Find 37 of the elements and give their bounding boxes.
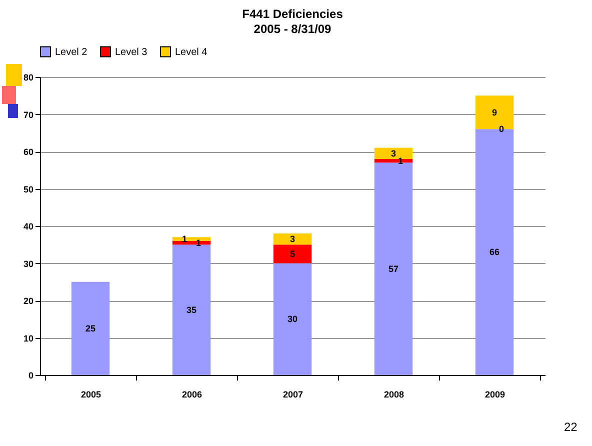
bar: [172, 244, 211, 375]
y-tick-label: 50: [23, 184, 34, 194]
x-tick-label: 2006: [182, 390, 202, 400]
chart-subtitle: 2005 - 8/31/09: [254, 22, 332, 36]
bar: [273, 263, 312, 375]
bar: [273, 244, 312, 264]
y-tick-label: 70: [23, 110, 34, 120]
y-tick-label: 40: [23, 222, 34, 232]
legend-label: Level 3: [115, 46, 148, 58]
data-label: 35: [186, 304, 197, 315]
y-tick-label: 60: [23, 147, 34, 157]
data-label: 3: [390, 148, 396, 158]
data-label: 3: [290, 234, 296, 244]
data-label: 30: [287, 314, 298, 324]
bar: [374, 162, 413, 375]
x-tick-label: 2007: [282, 390, 304, 400]
x-tick-label: 2008: [384, 390, 404, 400]
bar: [71, 282, 110, 375]
text: 22: [564, 420, 578, 434]
bar: [172, 237, 211, 241]
data-label: 25: [85, 323, 96, 334]
y-tick-label: 20: [23, 296, 34, 306]
x-tick-label: 2005: [80, 390, 102, 400]
legend-label: Level 4: [175, 46, 208, 58]
chart-title: F441 Deficiencies: [242, 7, 344, 21]
data-label: 5: [290, 248, 296, 259]
x-tick-label: 2009: [484, 390, 506, 400]
data-label: 57: [388, 264, 399, 274]
y-tick-label: 10: [23, 333, 34, 344]
legend-label: Level 2: [55, 46, 88, 58]
y-tick-label: 80: [23, 72, 34, 82]
data-label: 9: [492, 107, 498, 118]
y-tick-label: 30: [23, 258, 34, 269]
bar: [273, 233, 312, 245]
data-label: 66: [489, 247, 500, 258]
bar: [374, 148, 413, 159]
y-tick-label: 0: [28, 370, 34, 380]
